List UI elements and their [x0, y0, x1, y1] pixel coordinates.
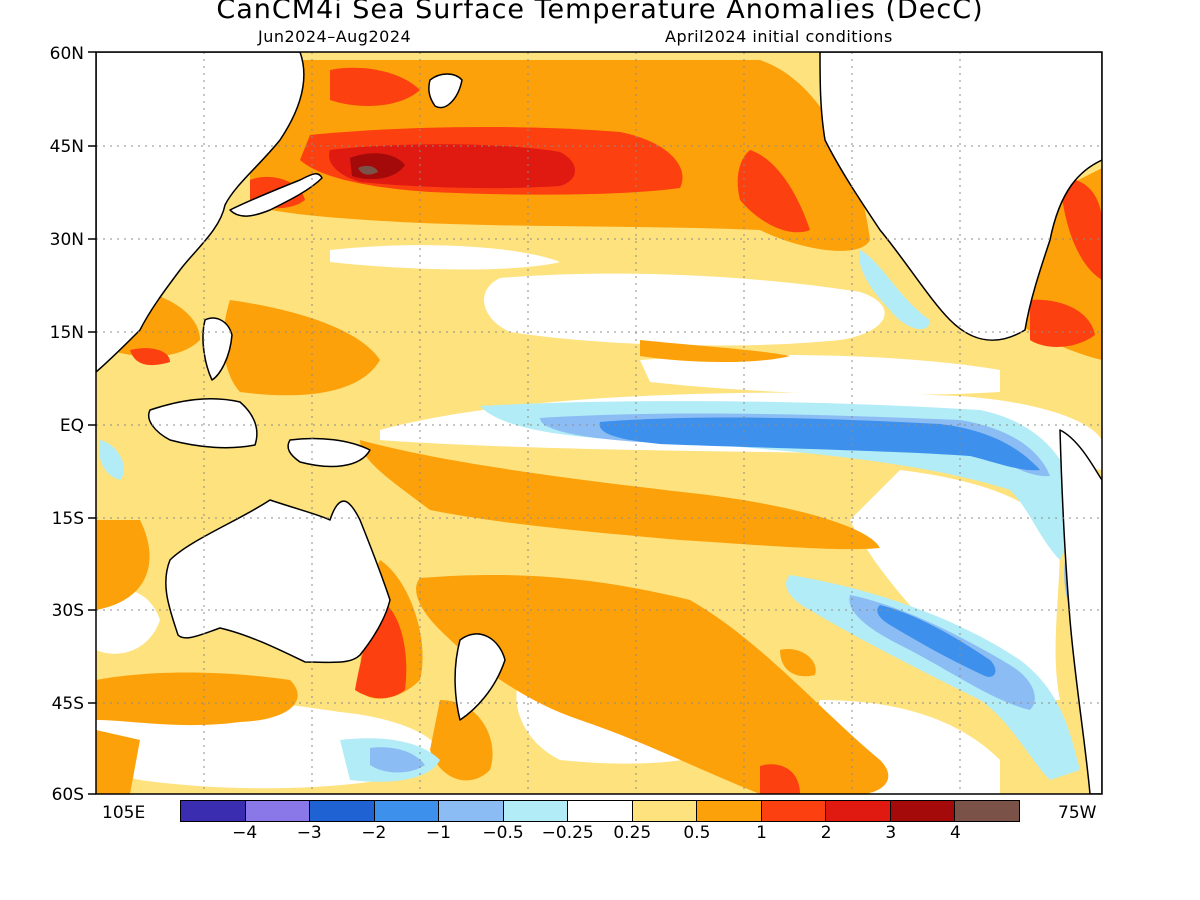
colorbar-box	[568, 801, 633, 821]
colorbar-box	[310, 801, 375, 821]
lat-label-30s: 30S	[51, 601, 84, 621]
colorbar-tick-label: 1	[756, 823, 767, 843]
kamchatka-landmass	[428, 73, 463, 109]
cool-anomaly-regions-strong	[599, 417, 1040, 677]
australia-landmass	[165, 499, 391, 664]
graticule	[96, 52, 1102, 794]
lat-label-30n: 30N	[49, 230, 84, 250]
north-america-landmass	[819, 52, 1102, 341]
colorbar-box	[374, 801, 440, 821]
maritime-continent-landmass	[148, 398, 258, 449]
forecast-period: Jun2024–Aug2024	[258, 27, 412, 46]
colorbar-box	[697, 801, 762, 821]
map-frame	[95, 51, 1103, 795]
initial-conditions-label: April2024 initial conditions	[665, 27, 893, 46]
map-title: CanCM4i Sea Surface Temperature Anomalie…	[216, 0, 984, 25]
colorbar-box	[503, 801, 569, 821]
asia-landmass	[96, 52, 305, 373]
lat-label-60s: 60S	[51, 785, 84, 805]
colorbar-tick-label: 0.25	[613, 823, 652, 843]
lat-label-60n: 60N	[49, 44, 84, 64]
colorbar-legend	[180, 800, 1020, 822]
colorbar-box	[890, 801, 956, 821]
colorbar-tick-label: −2	[361, 823, 387, 843]
colorbar-tick-label: −1	[425, 823, 451, 843]
land-masses	[96, 52, 1102, 794]
colorbar-box	[181, 801, 246, 821]
very-strong-warm-anomaly-region	[329, 144, 575, 189]
colorbar-tick-label: 2	[820, 823, 832, 843]
colorbar-tick-label: −3	[296, 823, 322, 843]
lat-label-45n: 45N	[49, 137, 84, 157]
colorbar-box	[955, 801, 1019, 821]
colorbar-tick-label: −4	[232, 823, 258, 843]
colorbar-tick-label: 4	[949, 823, 961, 843]
colorbar-tick-label: −0.25	[541, 823, 594, 843]
colorbar-tick-labels: −4 −3 −2 −1 −0.5 −0.25 0.25 0.5 1 2 3 4	[180, 823, 1020, 847]
lat-label-eq: EQ	[59, 416, 84, 436]
japan-landmass	[229, 173, 323, 217]
colorbar-box	[632, 801, 698, 821]
lat-tick-marks	[88, 51, 96, 795]
lat-label-15n: 15N	[49, 323, 84, 343]
philippines-landmass	[202, 317, 233, 381]
colorbar-box	[826, 801, 891, 821]
colorbar-tick-label: −0.5	[482, 823, 524, 843]
colorbar-box	[439, 801, 504, 821]
peak-warm-anomaly-spot	[358, 165, 378, 175]
lon-label-right: 75W	[1058, 803, 1097, 823]
new-zealand-landmass	[454, 633, 506, 721]
lat-label-15s: 15S	[51, 509, 84, 529]
colorbar-tick-label: 0.5	[683, 823, 711, 843]
colorbar-box	[245, 801, 311, 821]
new-guinea-landmass	[287, 437, 371, 468]
lon-label-left: 105E	[102, 803, 146, 823]
colorbar-box	[761, 801, 827, 821]
lat-label-45s: 45S	[51, 694, 84, 714]
colorbar-tick-label: 3	[885, 823, 897, 843]
